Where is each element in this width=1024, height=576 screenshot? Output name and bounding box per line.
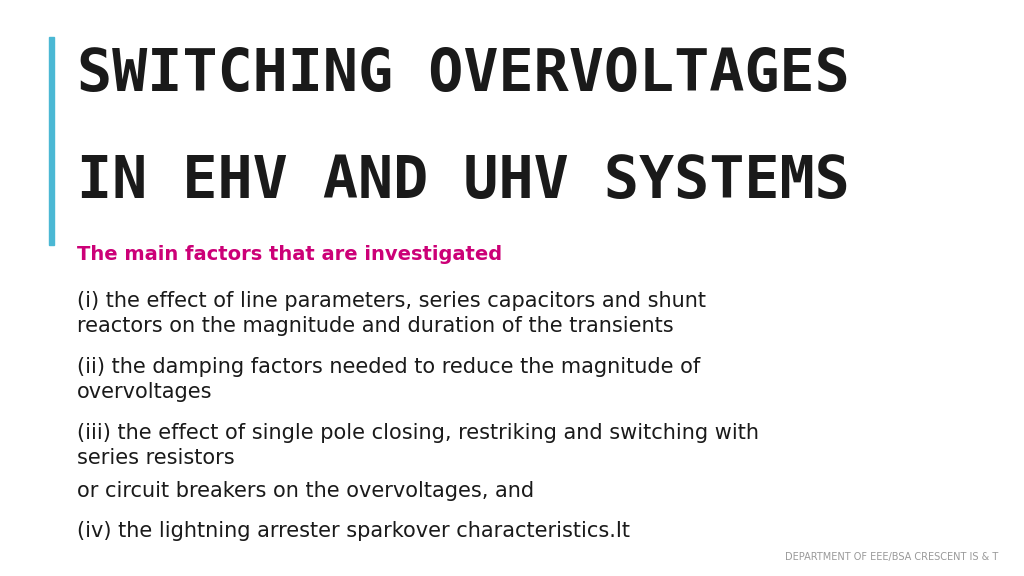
Text: SWITCHING OVERVOLTAGES: SWITCHING OVERVOLTAGES bbox=[77, 46, 850, 103]
Text: (iv) the lightning arrester sparkover characteristics.It: (iv) the lightning arrester sparkover ch… bbox=[77, 521, 630, 541]
Text: (iii) the effect of single pole closing, restriking and switching with
series re: (iii) the effect of single pole closing,… bbox=[77, 423, 759, 468]
Text: or circuit breakers on the overvoltages, and: or circuit breakers on the overvoltages,… bbox=[77, 481, 534, 501]
Text: (i) the effect of line parameters, series capacitors and shunt
reactors on the m: (i) the effect of line parameters, serie… bbox=[77, 291, 706, 336]
Text: The main factors that are investigated: The main factors that are investigated bbox=[77, 245, 502, 264]
Text: IN EHV AND UHV SYSTEMS: IN EHV AND UHV SYSTEMS bbox=[77, 153, 850, 210]
Text: DEPARTMENT OF EEE/BSA CRESCENT IS & T: DEPARTMENT OF EEE/BSA CRESCENT IS & T bbox=[785, 552, 998, 562]
Bar bbox=[49, 37, 54, 245]
Text: (ii) the damping factors needed to reduce the magnitude of
overvoltages: (ii) the damping factors needed to reduc… bbox=[77, 357, 700, 402]
